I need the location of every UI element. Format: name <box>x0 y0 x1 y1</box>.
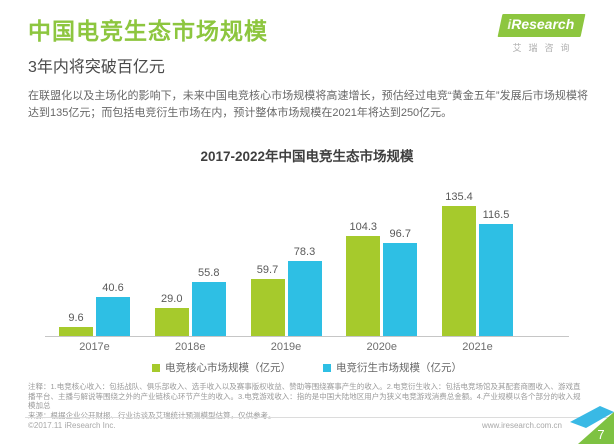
note-annotation: 注释：1.电竞核心收入：包括战队、俱乐部收入、选手收入以及赛事版权收益、赞助等围… <box>28 382 581 410</box>
corner-blue-triangle <box>570 406 614 428</box>
bar-value-label: 116.5 <box>482 209 510 222</box>
legend-label-core: 电竞核心市场规模（亿元） <box>165 362 291 374</box>
bar-core-2020e <box>346 235 381 336</box>
bar-column-core-2020e: 104.3 <box>346 220 381 336</box>
bar-column-derivative-2021e: 116.5 <box>479 209 513 336</box>
bar-group-2020e: 104.3 96.7 <box>346 220 418 336</box>
bar-derivative-2019e <box>287 260 322 336</box>
bar-column-core-2021e: 135.4 <box>442 191 476 336</box>
page-subtitle: 3年内将突破百亿元 <box>28 59 165 76</box>
bar-column-derivative-2019e: 78.3 <box>287 245 322 336</box>
bar-derivative-2020e <box>383 243 418 336</box>
bar-group-2019e: 59.7 78.3 <box>250 245 322 336</box>
footnotes: 注释：1.电竞核心收入：包括战队、俱乐部收入、选手收入以及赛事版权收益、赞助等围… <box>28 382 586 420</box>
bar-column-core-2018e: 29.0 <box>154 293 189 336</box>
bar-column-derivative-2020e: 96.7 <box>383 228 418 336</box>
summary-paragraph: 在联盟化以及主场化的影响下，未来中国电竞核心市场规模将高速增长，预估经过电竞“黄… <box>28 90 588 119</box>
bar-core-2019e <box>250 278 285 336</box>
page-title: 中国电竞生态市场规模 <box>28 18 268 44</box>
bar-derivative-2017e <box>96 297 130 336</box>
corner-green-triangle <box>578 412 614 444</box>
page-corner-decoration: 7 <box>570 406 614 444</box>
bar-value-label: 55.8 <box>198 267 220 280</box>
bar-core-2017e <box>59 326 93 336</box>
x-axis-label-2018e: 2018e <box>174 341 206 353</box>
bar-value-label: 104.3 <box>349 220 378 233</box>
x-axis-label-2020e: 2020e <box>366 341 398 353</box>
bar-core-2021e <box>442 206 476 336</box>
bar-group-2021e: 135.4 116.5 <box>442 191 513 336</box>
x-axis-label-2019e: 2019e <box>270 341 302 353</box>
note-source: 来源：根据企业公开财报、行业访谈及艾瑞统计预测模型估算，仅供参考。 <box>28 410 276 420</box>
footer: ©2017.11 iResearch Inc. www.iresearch.co… <box>28 421 562 430</box>
legend-swatch-derivative <box>323 363 331 372</box>
bar-value-label: 29.0 <box>161 293 183 306</box>
logo-brand-text: Research <box>510 16 574 32</box>
bar-value-label: 40.6 <box>102 282 124 294</box>
x-axis-label-2017e: 2017e <box>79 341 110 353</box>
bar-group-2018e: 29.0 55.8 <box>154 267 226 336</box>
footer-divider <box>25 417 614 418</box>
page-number: 7 <box>597 427 604 442</box>
bar-value-label: 9.6 <box>68 311 84 324</box>
logo-i-letter: i <box>506 16 511 32</box>
bar-core-2018e <box>154 308 189 336</box>
bar-column-core-2017e: 9.6 <box>59 312 93 336</box>
bar-derivative-2021e <box>479 224 513 336</box>
copyright-text: ©2017.11 iResearch Inc. <box>28 421 116 430</box>
bar-column-derivative-2018e: 55.8 <box>191 267 226 336</box>
bar-value-label: 135.4 <box>445 191 473 203</box>
bar-group-2017e: 9.6 40.6 <box>59 282 130 336</box>
iresearch-logo: iResearch 艾瑞咨询 <box>493 14 589 54</box>
x-axis-label-2021e: 2021e <box>462 341 493 353</box>
iresearch-logo-text: iResearch <box>507 16 574 32</box>
bar-column-core-2019e: 59.7 <box>250 263 285 336</box>
bar-value-label: 96.7 <box>389 228 411 241</box>
legend-item-derivative: 电竞衍生市场规模（亿元） <box>323 360 462 375</box>
logo-chinese-name: 艾瑞咨询 <box>512 43 577 53</box>
website-text: www.iresearch.com.cn <box>481 421 562 430</box>
chart-legend: 电竞核心市场规模（亿元） 电竞衍生市场规模（亿元） <box>0 360 614 375</box>
legend-label-derivative: 电竞衍生市场规模（亿元） <box>336 362 462 374</box>
bar-value-label: 78.3 <box>293 245 316 258</box>
x-axis-labels: 2017e 2018e 2019e 2020e 2021e <box>45 341 569 353</box>
bar-value-label: 59.7 <box>256 263 279 276</box>
bar-derivative-2018e <box>191 282 226 336</box>
legend-item-core: 电竞核心市场规模（亿元） <box>152 360 291 375</box>
chart-title: 2017-2022年中国电竞生态市场规模 <box>200 149 414 164</box>
bar-chart-plot: 9.6 40.6 29.0 55.8 59.7 78.3 104.3 96.7 135.4 116… <box>45 185 569 337</box>
iresearch-logo-flag: iResearch <box>497 14 585 37</box>
legend-swatch-core <box>152 363 160 372</box>
bar-column-derivative-2017e: 40.6 <box>96 282 130 336</box>
header: 中国电竞生态市场规模 3年内将突破百亿元 iResearch 艾瑞咨询 <box>28 12 589 77</box>
